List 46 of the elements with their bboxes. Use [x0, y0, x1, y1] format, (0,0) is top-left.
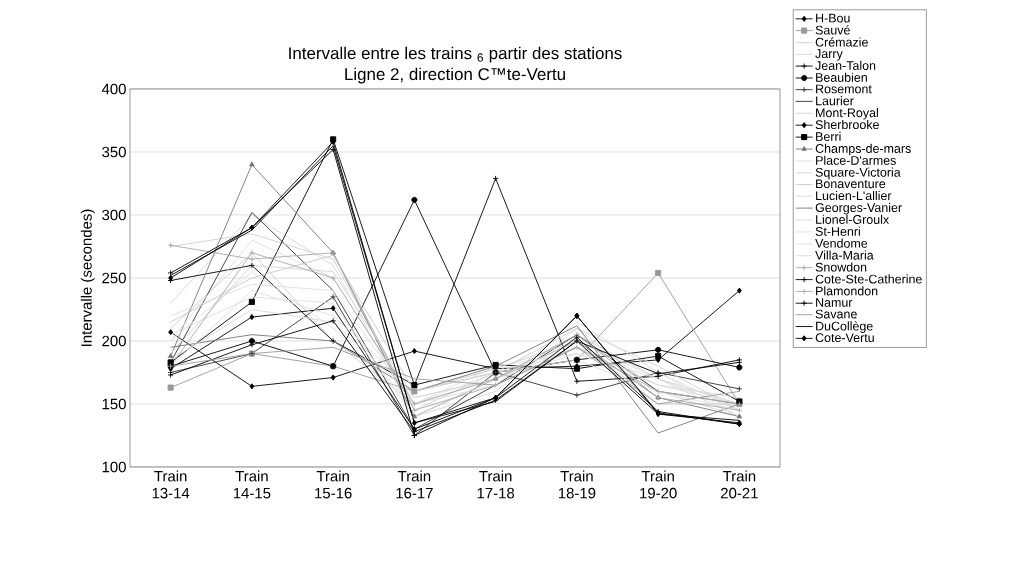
y-tick-label: 100 — [102, 461, 126, 473]
legend-label: Bonaventure — [816, 179, 886, 189]
y-tick-label: 400 — [101, 83, 126, 95]
legend-label: Cote-Ste-Catherine — [815, 274, 922, 284]
legend-label: Rosemont — [816, 84, 872, 94]
x-tick-label: Train 18-19 — [558, 470, 596, 499]
y-tick-label: 200 — [102, 335, 126, 347]
legend-label: Savane — [815, 309, 857, 319]
legend-label: Place-D'armes — [816, 155, 896, 165]
legend-label: Jarry — [815, 49, 843, 61]
x-tick-label: Train 16-17 — [396, 470, 433, 499]
x-tick-label: Train 15-16 — [315, 470, 352, 499]
chart-subtitle: Ligne 2, direction C™te-Vertu — [345, 67, 565, 84]
legend-label: Lucien-L'allier — [816, 190, 892, 201]
legend-label: Sherbrooke — [815, 119, 879, 130]
legend-label: Laurier — [816, 96, 854, 106]
legend-label: Villa-Maria — [815, 250, 874, 260]
legend-label: Snowdon — [815, 262, 867, 272]
legend-label: Plamondon — [816, 286, 878, 296]
legend-label: Georges-Vanier — [815, 202, 902, 215]
x-tick-label: Train 14-15 — [233, 470, 271, 499]
legend-label: Mont-Royal — [816, 108, 878, 120]
y-tick-label: 150 — [102, 398, 126, 410]
legend-label: Champs-de-mars — [815, 143, 911, 156]
legend-label: Beaubien — [816, 72, 867, 82]
y-tick-label: 300 — [102, 209, 126, 221]
legend-label: Jean-Talon — [815, 60, 876, 70]
legend-label: Cote-Vertu — [815, 333, 874, 343]
x-tick-label: Train 17-18 — [477, 470, 515, 499]
legend-label: H-Bou — [816, 13, 850, 23]
x-tick-label: Train 19-20 — [640, 470, 677, 499]
legend-label: Vendome — [815, 238, 868, 248]
legend-label: Lionel-Groulx — [816, 214, 890, 224]
legend-label: DuCollège — [816, 321, 873, 333]
legend-label: St-Henri — [815, 226, 860, 236]
legend-label: Namur — [816, 298, 853, 307]
chart-title: Intervalle entre les trains $_{6}$ partir des stations — [289, 46, 622, 63]
y-tick-label: 350 — [102, 146, 126, 158]
legend-label: Crémazie — [815, 37, 868, 47]
x-tick-label: Train 20-21 — [721, 470, 758, 499]
legend-label: Square-Victoria — [815, 167, 901, 180]
legend-label: Sauvé — [815, 25, 850, 35]
y-axis-title: Intervalle (secondes) — [80, 209, 95, 346]
legend-label: Berri — [816, 131, 841, 141]
x-tick-label: Train 13-14 — [152, 470, 190, 499]
y-tick-label: 250 — [102, 272, 126, 284]
